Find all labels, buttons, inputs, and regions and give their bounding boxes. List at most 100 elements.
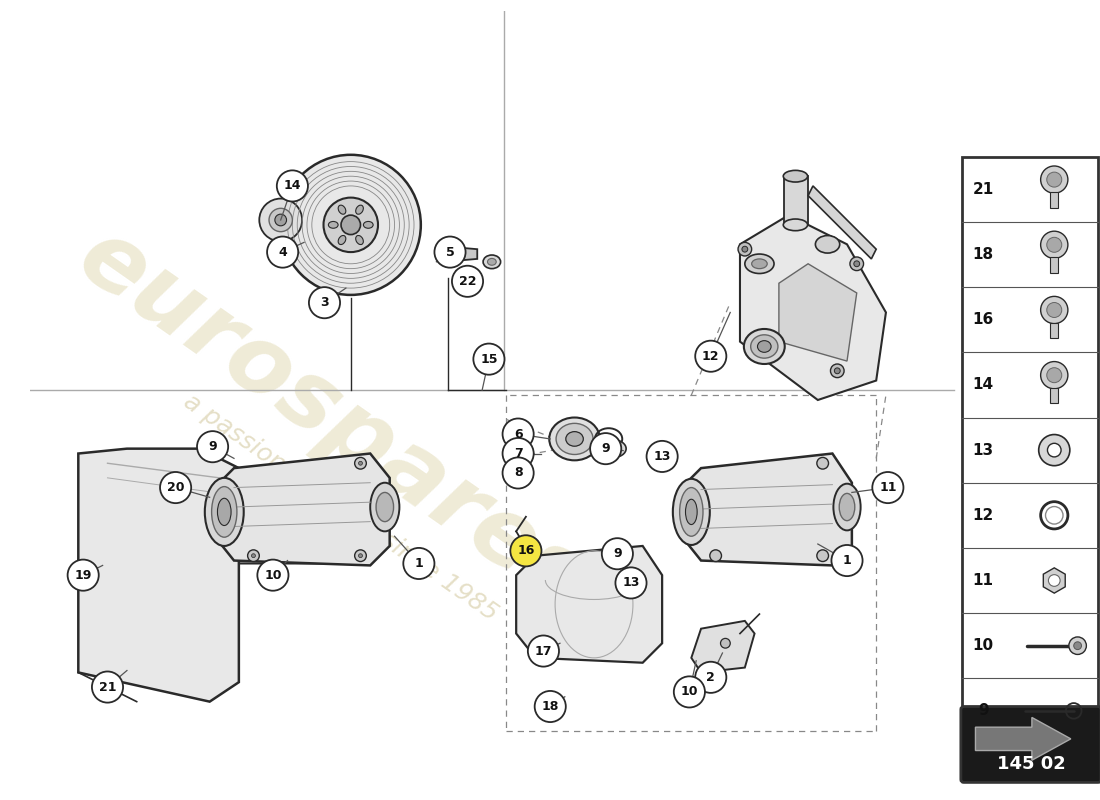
Ellipse shape [483,255,500,269]
Circle shape [257,559,288,590]
Text: 14: 14 [284,179,301,193]
Circle shape [602,538,632,570]
Circle shape [1041,296,1068,324]
Ellipse shape [211,486,236,537]
Circle shape [535,691,565,722]
Text: 14: 14 [972,378,993,393]
Circle shape [1047,172,1062,187]
Circle shape [354,550,366,562]
Polygon shape [1043,568,1065,593]
Polygon shape [78,449,239,702]
Circle shape [1041,166,1068,194]
Bar [961,157,1098,743]
Text: 12: 12 [702,350,719,362]
Circle shape [674,676,705,707]
Circle shape [1038,434,1070,466]
Circle shape [92,671,123,702]
Circle shape [503,438,534,469]
Circle shape [720,638,730,648]
Ellipse shape [557,423,593,454]
Circle shape [695,662,726,693]
Ellipse shape [758,341,771,352]
Circle shape [710,550,722,562]
Circle shape [647,441,678,472]
Text: 12: 12 [972,508,994,523]
Circle shape [404,548,434,579]
Bar [1050,388,1058,403]
Polygon shape [516,546,662,662]
Text: 21: 21 [99,681,117,694]
Text: 9: 9 [978,703,989,718]
Circle shape [835,368,840,374]
Text: 7: 7 [514,447,522,460]
Ellipse shape [744,329,784,364]
Ellipse shape [815,235,839,253]
Text: 1: 1 [843,554,851,567]
Circle shape [341,215,361,234]
Bar [1050,322,1058,338]
Ellipse shape [751,259,767,269]
Text: 145 02: 145 02 [997,755,1065,773]
Circle shape [872,472,903,503]
Text: 15: 15 [481,353,497,366]
Circle shape [738,242,751,256]
Polygon shape [740,215,886,400]
Circle shape [436,246,451,262]
FancyBboxPatch shape [961,706,1100,782]
Ellipse shape [834,484,860,530]
Circle shape [359,554,362,558]
Circle shape [354,458,366,469]
Text: 11: 11 [879,481,896,494]
Text: 6: 6 [514,427,522,441]
Circle shape [590,433,621,464]
Circle shape [1041,231,1068,258]
Polygon shape [691,621,755,673]
Circle shape [267,237,298,268]
Text: 9: 9 [613,547,621,560]
Text: 9: 9 [602,442,610,455]
Polygon shape [214,454,389,566]
Circle shape [280,154,421,295]
Text: 11: 11 [972,573,993,588]
Ellipse shape [329,222,338,228]
Ellipse shape [218,498,231,526]
Ellipse shape [685,499,697,525]
Ellipse shape [565,432,583,446]
Text: 21: 21 [972,182,994,197]
Text: 9: 9 [208,440,217,454]
Ellipse shape [783,219,807,230]
Polygon shape [976,718,1070,760]
Text: a passion for parts since 1985: a passion for parts since 1985 [179,389,503,625]
Circle shape [473,343,505,374]
Text: 13: 13 [653,450,671,463]
Text: 17: 17 [535,645,552,658]
Ellipse shape [839,494,855,521]
Circle shape [1069,637,1087,654]
Circle shape [1048,574,1060,586]
Text: 16: 16 [517,544,535,558]
Circle shape [1041,362,1068,389]
Text: 16: 16 [972,312,994,327]
Circle shape [323,198,378,252]
Polygon shape [808,186,877,259]
Circle shape [817,458,828,469]
Circle shape [1047,443,1062,457]
Circle shape [1047,238,1062,252]
Text: 10: 10 [972,638,993,653]
Bar [1050,258,1058,273]
Text: 10: 10 [681,686,698,698]
Bar [1050,192,1058,208]
Text: 13: 13 [972,442,993,458]
Circle shape [528,635,559,666]
Ellipse shape [363,222,373,228]
Circle shape [275,214,286,226]
Circle shape [309,287,340,318]
Text: 22: 22 [459,274,476,288]
Circle shape [277,170,308,202]
Polygon shape [443,246,477,262]
Circle shape [252,554,255,558]
Text: 10: 10 [264,569,282,582]
Text: 8: 8 [514,466,522,479]
Text: 18: 18 [972,247,993,262]
Polygon shape [784,176,808,225]
